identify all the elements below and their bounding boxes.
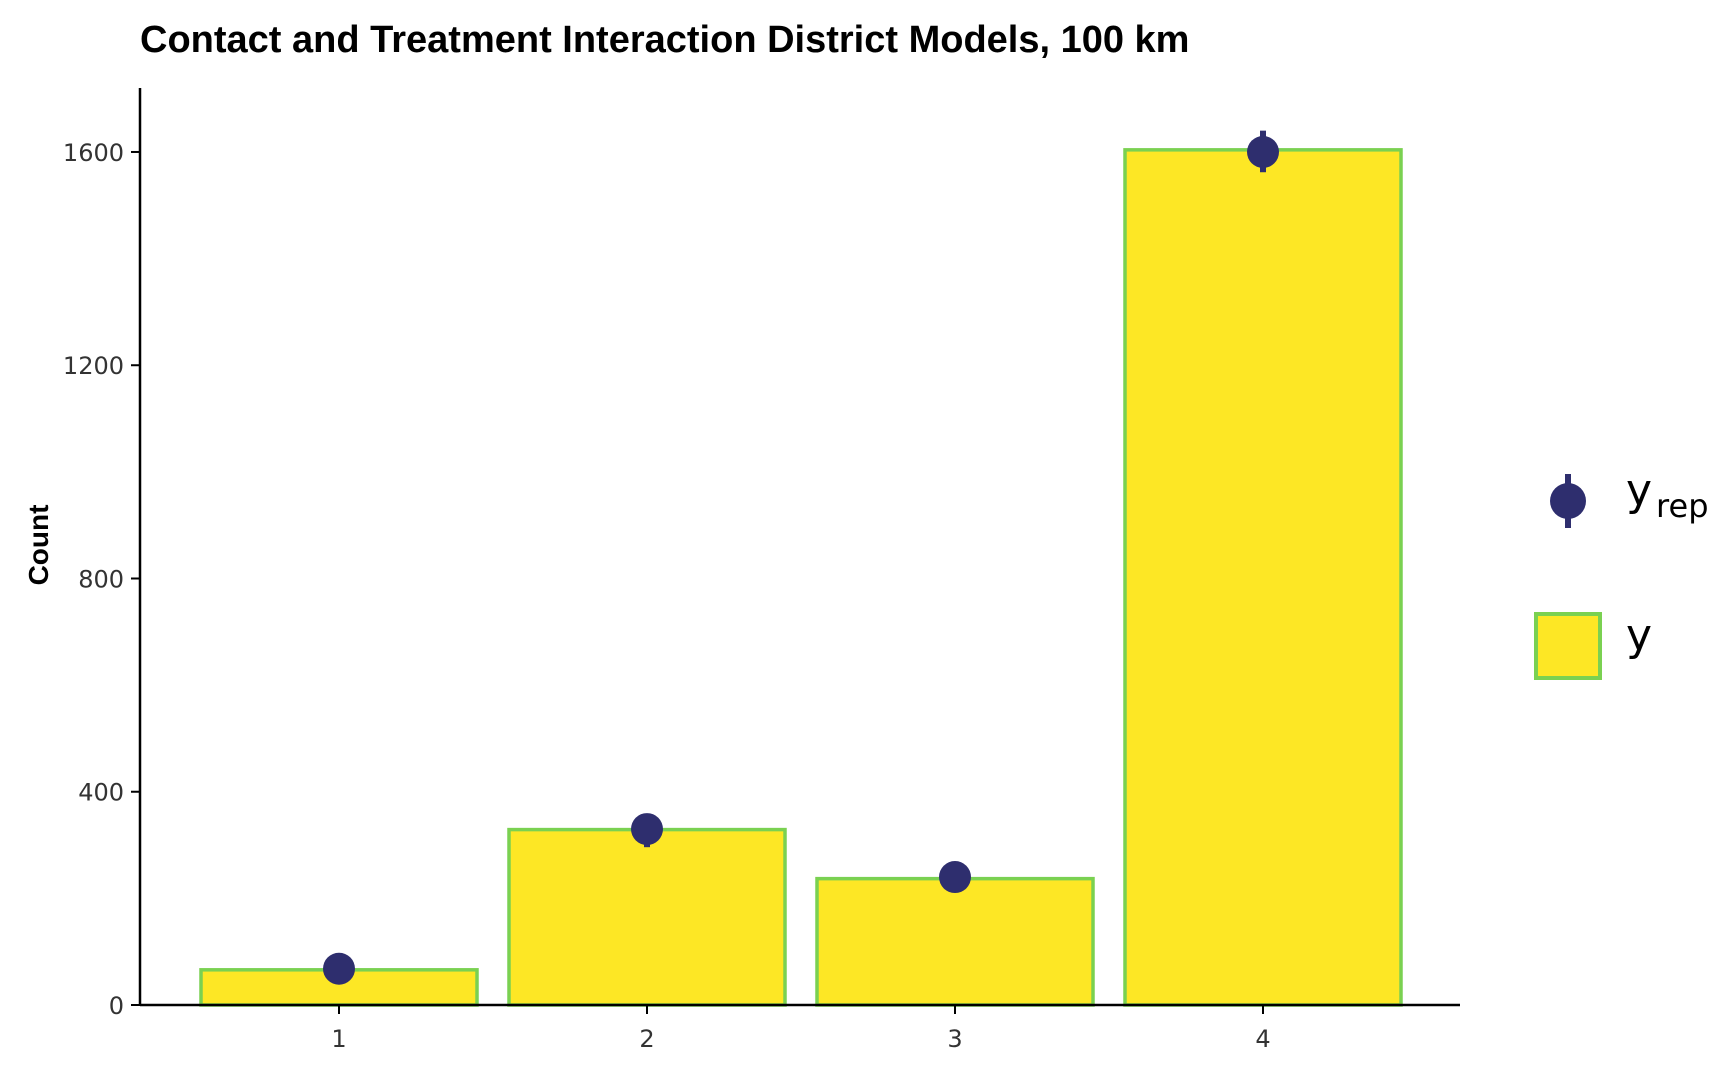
yrep-point-3 <box>939 861 971 894</box>
legend: y rep y <box>1534 465 1709 680</box>
y-tick-label-800: 800 <box>78 565 124 593</box>
legend-yrep-label-sub: rep <box>1656 487 1708 525</box>
x-tick-label-1: 1 <box>331 1025 346 1053</box>
bar-4 <box>1123 148 1403 1007</box>
bar-3 <box>815 876 1095 1007</box>
legend-yrep-point <box>1550 483 1586 519</box>
y-tick-label-0: 0 <box>109 992 124 1020</box>
yrep-point-4 <box>1247 135 1279 168</box>
y-tick-label-1600: 1600 <box>63 139 124 167</box>
y-tick-label-400: 400 <box>78 779 124 807</box>
plot-area: 0 400 800 1200 1600 1 2 3 4 <box>63 88 1460 1053</box>
legend-y-label: y <box>1626 610 1652 661</box>
x-tick-label-4: 4 <box>1255 1025 1270 1053</box>
yrep-point-1 <box>323 952 355 985</box>
legend-yrep-label-main: y <box>1626 465 1652 516</box>
y-tick-label-1200: 1200 <box>63 352 124 380</box>
legend-yrep-label: y rep <box>1626 465 1709 525</box>
legend-y-swatch <box>1534 612 1602 680</box>
y-axis-label: Count <box>23 505 54 586</box>
x-tick-label-2: 2 <box>639 1025 654 1053</box>
chart-title: Contact and Treatment Interaction Distri… <box>140 19 1189 61</box>
bar-2 <box>507 827 787 1007</box>
yrep-point-2 <box>631 813 663 846</box>
x-tick-label-3: 3 <box>947 1025 962 1053</box>
